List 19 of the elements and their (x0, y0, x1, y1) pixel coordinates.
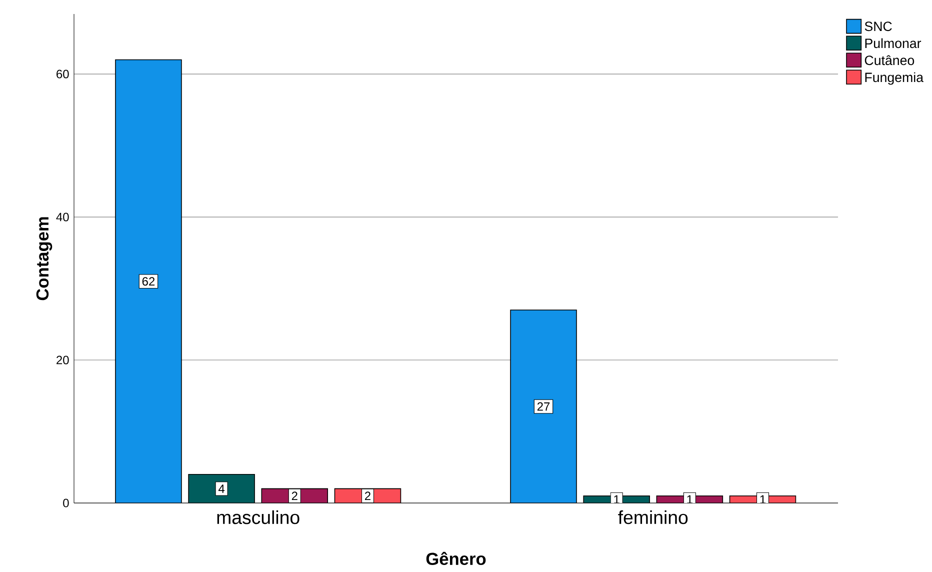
legend-label: Cutâneo (864, 55, 914, 66)
y-tick-label: 40 (56, 212, 69, 222)
bar (510, 310, 577, 503)
data-label: 62 (142, 277, 155, 286)
y-tick-label: 20 (56, 356, 69, 364)
bar (115, 59, 182, 503)
legend-label: Pulmonar (865, 38, 922, 48)
data-label: 27 (537, 402, 550, 411)
legend-label: SNC (864, 22, 892, 32)
data-label: 2 (364, 492, 370, 500)
y-axis-title: Contagem (36, 217, 52, 300)
y-tick-label: 60 (56, 70, 69, 78)
data-label: 4 (218, 484, 225, 493)
x-axis-title: Gênero (426, 552, 486, 566)
data-label: 2 (292, 492, 298, 500)
x-tick-label: masculino (217, 510, 300, 524)
x-tick-label: feminino (618, 510, 688, 524)
legend-label: Fungemia (865, 72, 924, 85)
y-tick-label: 0 (63, 498, 69, 508)
